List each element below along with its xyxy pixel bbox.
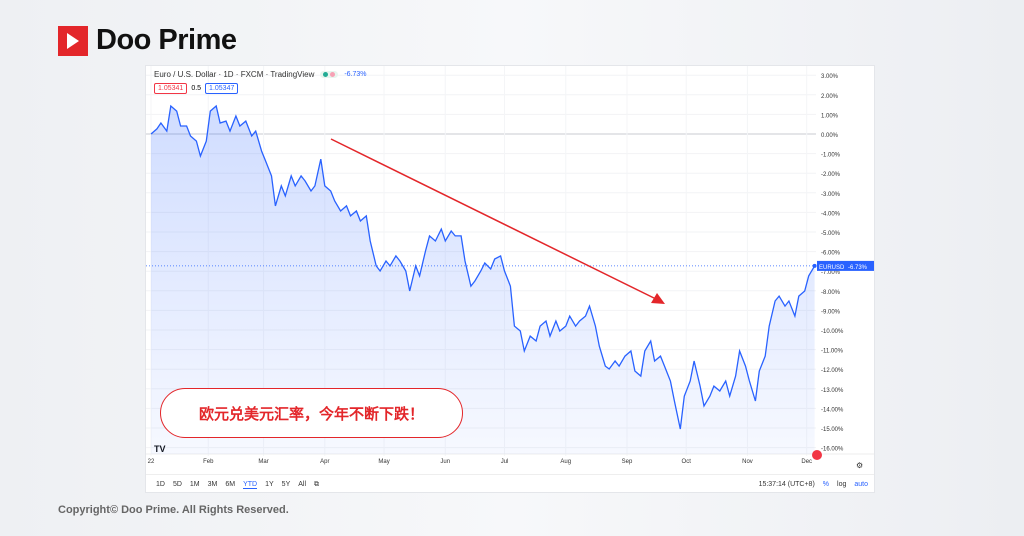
x-tick-label: Oct [682, 459, 692, 465]
last-point [812, 263, 817, 268]
y-tick-label: -14.00% [821, 407, 844, 413]
settings-gear-icon[interactable]: ⚙ [856, 461, 863, 470]
x-tick-label: May [378, 459, 389, 465]
timeframe-6m[interactable]: 6M [225, 480, 236, 488]
y-tick-label: -15.00% [821, 427, 844, 433]
date-range-icon[interactable]: ⧉ [314, 480, 320, 488]
y-tick-label: -4.00% [821, 211, 841, 217]
y-tick-label: -5.00% [821, 231, 841, 237]
x-tick-label: Jul [501, 459, 509, 465]
y-tick-label: 2.00% [821, 94, 839, 100]
timeframe-1d[interactable]: 1D [156, 480, 165, 488]
percent-toggle[interactable]: % [822, 481, 830, 488]
tradingview-logo-icon: TV [154, 444, 166, 454]
y-tick-label: -1.00% [821, 153, 841, 159]
trend-arrow [330, 138, 659, 301]
y-tick-label: -6.00% [821, 251, 841, 257]
y-tick-label: -10.00% [821, 329, 844, 335]
brand-name: Doo Prime [96, 24, 237, 56]
timeframe-all[interactable]: All [298, 480, 307, 488]
doo-prime-logo-icon [58, 25, 88, 56]
x-tick-label: Nov [742, 459, 753, 465]
trend-arrow-head [651, 293, 665, 304]
x-tick-label: Jun [440, 459, 450, 465]
copyright: Copyright© Doo Prime. All Rights Reserve… [58, 504, 289, 516]
y-tick-label: -3.00% [821, 192, 841, 198]
spread: 0.5 [191, 85, 202, 92]
last-price-badge [817, 260, 874, 271]
log-toggle[interactable]: log [837, 481, 847, 488]
change-percent: -6.73% [344, 71, 367, 78]
y-tick-label: -12.00% [821, 368, 844, 374]
last-value-label: -6.73% [848, 265, 868, 271]
us-flag-icon [812, 450, 822, 460]
y-tick-label: -9.00% [821, 309, 841, 315]
symbol-label: EURUSD [819, 265, 845, 271]
timeframe-ytd[interactable]: YTD [243, 480, 258, 489]
auto-toggle[interactable]: auto [854, 481, 868, 488]
chart-legend: Euro / U.S. Dollar · 1D · FXCM · Trading… [154, 70, 367, 79]
x-tick-label: Aug [560, 459, 571, 465]
x-tick-label: 22 [148, 459, 155, 465]
timeframe-5d[interactable]: 5D [172, 480, 182, 488]
x-tick-label: Sep [622, 459, 633, 465]
brand-logo: Doo Prime [58, 24, 237, 57]
timeframe-3m[interactable]: 3M [207, 480, 218, 488]
series-line [150, 104, 816, 430]
annotation-callout: 欧元兑美元汇率，今年不断下跌！ [160, 388, 463, 438]
timeframe-1y[interactable]: 1Y [265, 480, 274, 488]
market-status-icon [320, 71, 339, 78]
x-tick-label: Apr [320, 459, 329, 465]
x-tick-label: Dec [801, 459, 812, 465]
buy-price[interactable]: 1.05347 [205, 83, 239, 94]
y-tick-label: -2.00% [821, 172, 841, 178]
timeframe-5y[interactable]: 5Y [281, 480, 291, 488]
y-tick-label: -16.00% [821, 447, 844, 453]
x-tick-label: Feb [203, 459, 214, 465]
sell-price[interactable]: 1.05341 [154, 83, 188, 94]
bottom-toolbar: 1D 5D 1M 3M 6M YTD 1Y 5Y All ⧉ 15:37:14 (UTC+8) … [146, 474, 874, 494]
x-tick-label: Mar [258, 459, 268, 465]
chart-widget[interactable]: 3.00% 2.00% 1.00% 0.00% -1.00% -2.00% -3.00% -4… [145, 65, 875, 493]
y-tick-label: -7.00% [821, 270, 841, 276]
y-tick-label: 0.00% [821, 133, 839, 139]
series-area [151, 106, 815, 454]
y-tick-label: -11.00% [821, 349, 844, 355]
y-tick-label: 3.00% [821, 74, 839, 80]
bid-ask: 1.05341 0.5 1.05347 [154, 83, 239, 94]
y-tick-label: 1.00% [821, 113, 839, 119]
timeframe-1m[interactable]: 1M [189, 480, 200, 488]
clock[interactable]: 15:37:14 (UTC+8) [758, 481, 815, 488]
y-tick-label: -8.00% [821, 290, 841, 296]
symbol-title: Euro / U.S. Dollar · 1D · FXCM · Trading… [154, 70, 315, 79]
y-tick-label: -13.00% [821, 388, 844, 394]
